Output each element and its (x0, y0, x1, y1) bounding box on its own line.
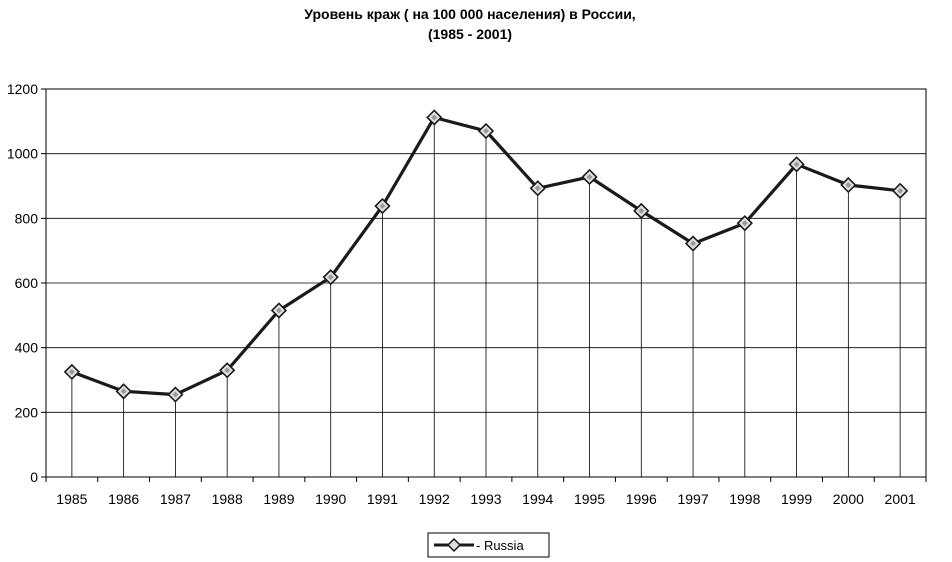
y-tick-label-1200: 1200 (7, 81, 38, 97)
x-tick-label-1997: 1997 (677, 491, 708, 507)
x-tick-label-1991: 1991 (367, 491, 398, 507)
data-point-inner-1994 (534, 185, 541, 192)
series-russia (63, 109, 909, 403)
y-tick-label-1000: 1000 (7, 146, 38, 162)
x-tick-label-1996: 1996 (626, 491, 657, 507)
y-axis: 0 200 400 600 800 1000 1200 (7, 81, 46, 485)
data-point-inner-1996 (638, 207, 645, 214)
y-tick-label-200: 200 (15, 404, 39, 420)
data-point-inner-2000 (845, 182, 852, 189)
data-point-inner-1995 (586, 173, 593, 180)
x-tick-label-1998: 1998 (729, 491, 760, 507)
x-tick-label-1990: 1990 (315, 491, 346, 507)
data-point-inner-1998 (741, 220, 748, 227)
chart-subtitle: (1985 - 2001) (428, 26, 512, 42)
legend-marker-swatch (446, 537, 462, 553)
x-tick-label-2000: 2000 (833, 491, 864, 507)
x-tick-label-1986: 1986 (108, 491, 139, 507)
x-tick-label-1993: 1993 (470, 491, 501, 507)
legend-label: - Russia (476, 538, 524, 553)
data-point-inner-1999 (793, 161, 800, 168)
x-tick-label-1989: 1989 (263, 491, 294, 507)
data-point-inner-2001 (897, 187, 904, 194)
y-tick-label-600: 600 (15, 275, 39, 291)
data-point-inner-1989 (275, 307, 282, 314)
data-point-inner-1988 (224, 367, 231, 374)
data-point-inner-1993 (483, 128, 489, 135)
x-tick-label-1999: 1999 (781, 491, 812, 507)
x-tick-label-1985: 1985 (56, 491, 87, 507)
x-tick-label-1988: 1988 (212, 491, 243, 507)
x-tick-label-1992: 1992 (419, 491, 450, 507)
x-tick-label-1994: 1994 (522, 491, 553, 507)
data-point-inner-1985 (68, 368, 75, 375)
chart-title: Уровень краж ( на 100 000 населения) в Р… (304, 6, 635, 22)
data-point-inner-1990 (327, 274, 334, 281)
y-tick-label-400: 400 (15, 340, 39, 356)
x-tick-label-1995: 1995 (574, 491, 605, 507)
data-point-inner-1997 (690, 240, 697, 247)
data-point-inner-1986 (120, 388, 127, 395)
drop-lines (71, 117, 901, 477)
data-point-inner-1991 (379, 203, 386, 210)
legend: - Russia (427, 532, 550, 558)
data-point-inner-1987 (172, 391, 179, 398)
x-axis: 1985 1986 1987 1988 1989 1990 1991 1992 1993 1994… (45, 477, 927, 507)
data-point-inner-1992 (431, 114, 438, 121)
y-tick-label-800: 800 (15, 210, 39, 226)
y-tick-label-0: 0 (30, 469, 38, 485)
x-tick-label-2001: 2001 (885, 491, 916, 507)
x-tick-label-1987: 1987 (160, 491, 191, 507)
